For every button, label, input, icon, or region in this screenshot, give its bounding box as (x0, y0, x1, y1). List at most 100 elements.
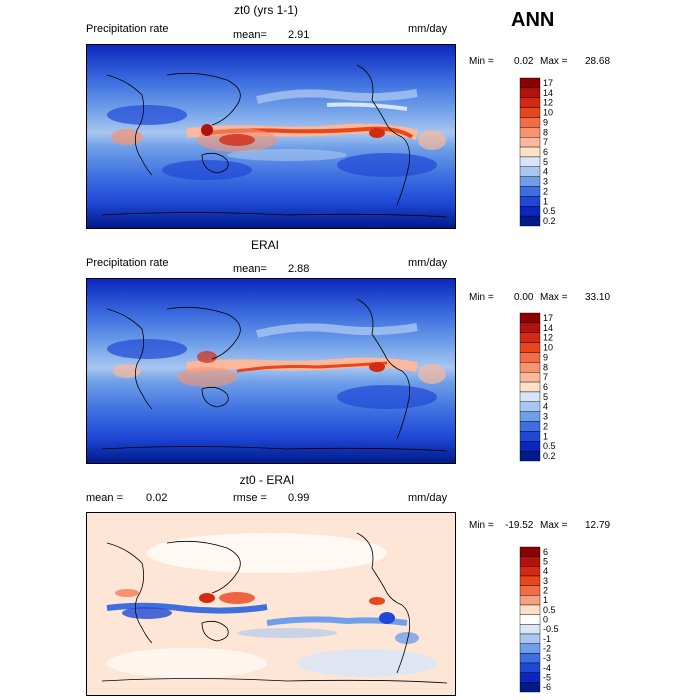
panel3-colorbar-swatch (519, 595, 541, 606)
panel3-map (86, 512, 456, 696)
panel2-colorbar-level-label: 7 (543, 372, 548, 382)
panel2-colorbar-level-label: 17 (543, 313, 553, 323)
panel1-colorbar-level-label: 14 (543, 88, 553, 98)
panel1-variable: Precipitation rate (86, 23, 169, 35)
panel3-colorbar-swatch (519, 566, 541, 577)
panel3-colorbar-swatch (519, 672, 541, 683)
panel2-colorbar-level-label: 6 (543, 382, 548, 392)
panel3-colorbar-level-label: 4 (543, 566, 548, 576)
panel1-colorbar-swatch (519, 97, 541, 108)
panel2-colorbar-level-label: 10 (543, 343, 553, 353)
panel1-colorbar-level-label: 0.2 (543, 216, 556, 226)
panel2-min-label: Min = (469, 292, 494, 303)
panel3-colorbar-swatch (519, 604, 541, 615)
panel2-max-value: 33.10 (585, 292, 611, 303)
panel3-colorbar-swatch (519, 614, 541, 625)
panel3-colorbar-swatch (519, 624, 541, 635)
panel2-max-label: Max = (540, 292, 568, 303)
panel3-mean-label: mean = (86, 492, 123, 504)
season-label: ANN (511, 9, 555, 31)
panel2-colorbar-level-label: 12 (543, 333, 553, 343)
panel2-colorbar-level-label: 9 (543, 352, 548, 362)
panel1-map (86, 44, 456, 229)
panel1-min-label: Min = (469, 56, 494, 67)
panel1-colorbar-level-label: 3 (543, 177, 548, 187)
panel1-colorbar-swatch (519, 117, 541, 128)
panel1-colorbar-swatch (519, 176, 541, 187)
panel3-colorbar-level-label: 3 (543, 576, 548, 586)
panel3-min-label: Min = (469, 520, 494, 531)
panel2-mean-value: 2.88 (288, 263, 310, 275)
panel2-title: ERAI (250, 238, 279, 252)
panel1-mean-value: 2.91 (288, 29, 310, 41)
panel3-colorbar-swatch (519, 556, 541, 567)
panel1-colorbar-swatch (519, 196, 541, 207)
panel1-colorbar-level-label: 12 (543, 98, 553, 108)
panel2-min-value: 0.00 (514, 292, 534, 303)
panel1-units: mm/day (408, 23, 448, 35)
panel2-colorbar-swatch (519, 342, 541, 353)
panel3-colorbar-level-label: 2 (543, 586, 548, 596)
panel2-colorbar-level-label: 5 (543, 392, 548, 402)
panel3-units: mm/day (408, 492, 448, 504)
panel3-colorbar-swatch (519, 546, 541, 557)
panel3-min-value: -19.52 (505, 520, 534, 531)
panel1-colorbar-swatch (519, 146, 541, 158)
panel2-colorbar-swatch (519, 332, 541, 343)
panel2-colorbar-level-label: 8 (543, 362, 548, 372)
panel1-colorbar-level-label: 5 (543, 157, 548, 167)
panel2-colorbar-level-label: 3 (543, 412, 548, 422)
panel1-colorbar-swatch (519, 156, 541, 168)
panel1-colorbar-level-label: 4 (543, 167, 548, 177)
panel1-mean-label: mean= (233, 29, 267, 41)
panel1-colorbar-level-label: 10 (543, 108, 553, 118)
panel2-colorbar-level-label: 4 (543, 402, 548, 412)
panel2-colorbar: 17 14 12 10 9 8 7 6 5 4 3 2 1 0.5 0.2 (518, 312, 588, 462)
panel3-mean-value: 0.02 (146, 492, 168, 504)
panel1-colorbar-swatch (519, 127, 541, 138)
panel1-colorbar-swatch (519, 87, 541, 98)
panel3-rmse-value: 0.99 (288, 492, 310, 504)
panel2-colorbar-swatch (519, 391, 541, 403)
panel3-colorbar-level-label: -2 (543, 644, 551, 654)
panel1-colorbar-level-label: 9 (543, 117, 548, 127)
panel1-colorbar-swatch (519, 77, 541, 89)
panel2-colorbar-swatch (519, 372, 541, 383)
panel3-colorbar-level-label: -5 (543, 673, 551, 683)
panel2-colorbar-level-label: 0.5 (543, 441, 556, 451)
panel1-colorbar-swatch (519, 137, 541, 148)
panel1-max-value: 28.68 (585, 56, 611, 67)
panel2-colorbar-swatch (519, 312, 541, 324)
panel1-colorbar-swatch (519, 215, 541, 227)
panel3-colorbar-level-label: -1 (543, 634, 551, 644)
panel1-colorbar-level-label: 1 (543, 196, 548, 206)
panel1-colorbar-level-label: 7 (543, 137, 548, 147)
panel2-colorbar-swatch (519, 441, 541, 452)
panel3-colorbar-swatch (519, 653, 541, 664)
panel1-max-label: Max = (540, 56, 568, 67)
panel3-colorbar-level-label: -6 (543, 682, 551, 692)
panel3-colorbar-swatch (519, 585, 541, 596)
panel2-colorbar-swatch (519, 431, 541, 442)
panel2-colorbar-swatch (519, 401, 541, 412)
panel2-colorbar-swatch (519, 362, 541, 373)
panel3-colorbar-level-label: -3 (543, 653, 551, 663)
panel3-title: zt0 - ERAI (239, 473, 295, 487)
panel1-colorbar-level-label: 0.5 (543, 206, 556, 216)
panel1-colorbar-level-label: 17 (543, 78, 553, 88)
panel3-colorbar-level-label: -4 (543, 663, 551, 673)
panel1-colorbar-level-label: 2 (543, 186, 548, 196)
panel3-colorbar-swatch (519, 682, 541, 693)
panel3-colorbar-level-label: 0 (543, 615, 548, 625)
panel3-colorbar-swatch (519, 643, 541, 654)
panel3-colorbar-level-label: 5 (543, 557, 548, 567)
panel1-colorbar-level-label: 8 (543, 127, 548, 137)
panel2-map (86, 278, 456, 464)
panel3-max-value: 12.79 (585, 520, 611, 531)
panel2-variable: Precipitation rate (86, 257, 169, 269)
panel1-colorbar-swatch (519, 107, 541, 118)
panel3-colorbar-swatch (519, 575, 541, 586)
panel1-min-value: 0.02 (514, 56, 534, 67)
panel2-colorbar-level-label: 2 (543, 421, 548, 431)
panel2-colorbar-swatch (519, 322, 541, 333)
